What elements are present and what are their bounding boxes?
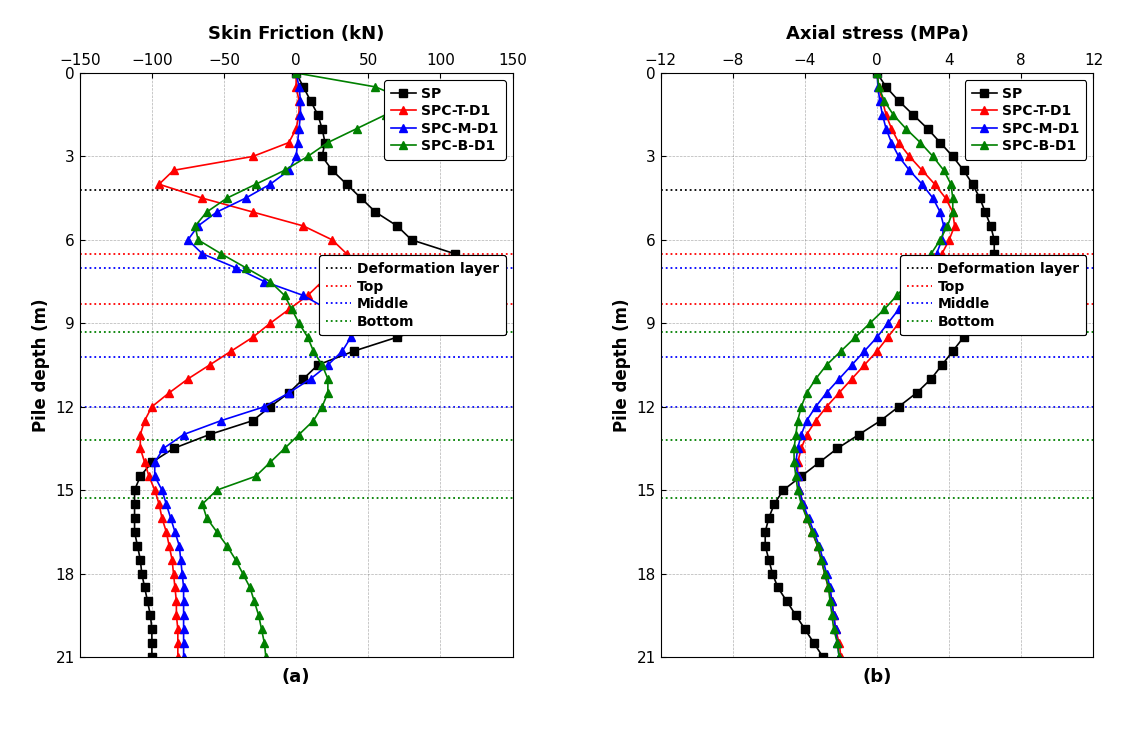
- X-axis label: (a): (a): [281, 668, 311, 686]
- Title: Skin Friction (kN): Skin Friction (kN): [208, 26, 384, 43]
- Y-axis label: Pile depth (m): Pile depth (m): [613, 299, 631, 431]
- Title: Axial stress (MPa): Axial stress (MPa): [786, 26, 968, 43]
- Legend: Deformation layer, Top, Middle, Bottom: Deformation layer, Top, Middle, Bottom: [900, 255, 1087, 336]
- Y-axis label: Pile depth (m): Pile depth (m): [32, 299, 50, 431]
- Legend: Deformation layer, Top, Middle, Bottom: Deformation layer, Top, Middle, Bottom: [319, 255, 506, 336]
- X-axis label: (b): (b): [862, 668, 892, 686]
